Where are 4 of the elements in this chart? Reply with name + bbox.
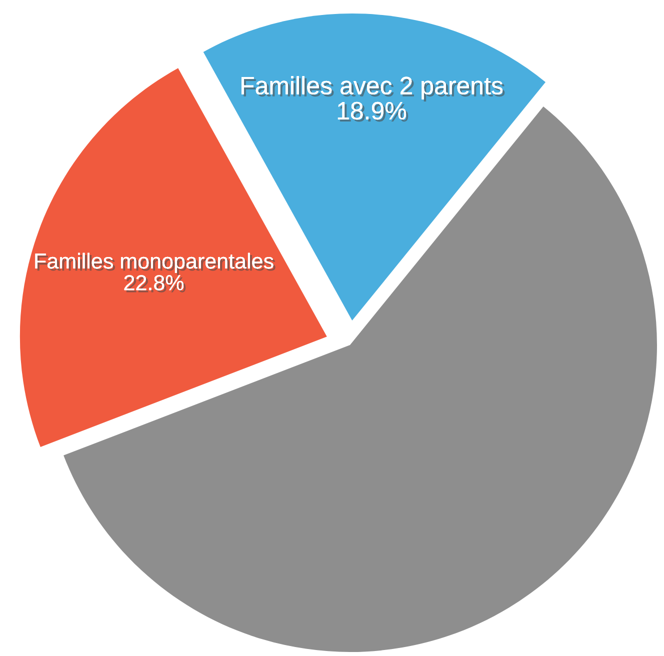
data-label: 18.9% [338,102,408,122]
slice-label: Familles monoparentales [35,252,276,276]
slice-label: Familles avec 2 parents [242,76,505,102]
data-label: 22.8% [124,275,186,292]
